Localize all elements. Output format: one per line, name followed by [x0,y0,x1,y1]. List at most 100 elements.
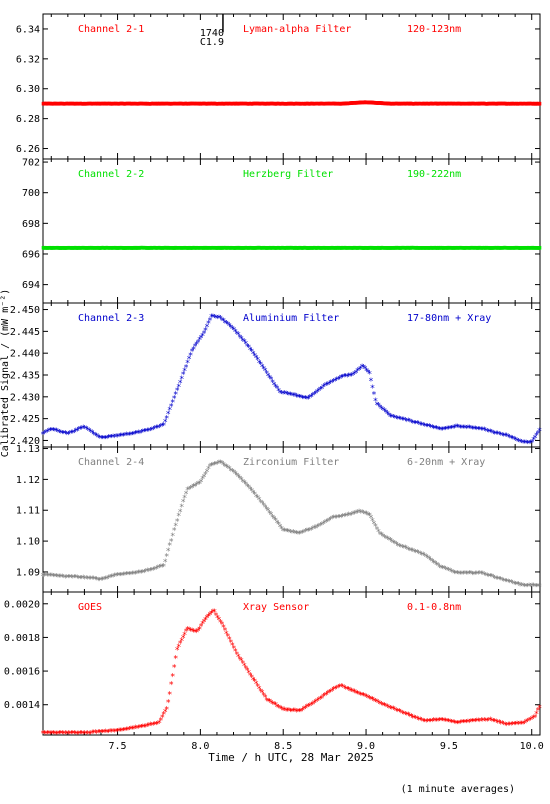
data-point: * [410,714,415,724]
data-point: * [455,570,460,580]
data-point: * [91,430,96,440]
data-point: * [333,377,338,387]
data-point: * [273,701,278,711]
data-point: * [395,542,400,552]
data-point: * [419,551,424,561]
data-point: * [403,544,408,554]
data-point: * [500,431,505,441]
data-point: * [418,550,423,560]
data-point: * [370,384,375,394]
data-point: * [81,574,86,584]
footnote: (1 minute averages) [401,784,515,795]
data-point: * [449,424,454,434]
data-point: * [383,702,388,712]
data-point: * [254,680,259,690]
data-point: * [501,432,506,442]
data-point: * [197,625,202,635]
data-point: * [362,692,367,702]
data-point: * [517,720,522,730]
data-point: * [529,582,534,592]
data-point: * [233,470,238,480]
data-point: * [255,494,260,504]
data-point: * [531,436,536,446]
data-point: * [327,380,332,390]
data-point: * [522,583,527,593]
data-point: * [318,521,323,531]
data-point: * [309,701,314,711]
data-point: * [78,730,83,740]
data-point: * [310,525,315,535]
data-point: * [273,517,278,527]
data-point: * [57,573,62,583]
data-point: * [155,424,160,434]
data-point: * [271,515,276,525]
y-tick-label: 2.435 [10,371,40,382]
data-point: * [176,643,181,653]
data-point: * [262,367,267,377]
data-point: * [473,717,478,727]
data-point: * [510,580,515,590]
data-point: * [304,395,309,405]
data-point: * [119,432,124,442]
data-point: * [124,431,129,441]
data-point: * [307,702,312,712]
data-point: * [139,429,144,439]
flare-marker: 1740 C1.9 [200,14,224,48]
data-point: * [107,574,112,584]
data-point: * [280,527,285,537]
data-point: * [85,426,90,436]
data-point: * [270,378,275,388]
panel-channel-label: Channel 2-1 [78,24,144,35]
data-point: * [58,729,63,739]
data-point: * [471,718,476,728]
data-point: * [315,697,320,707]
data-point: * [49,730,54,740]
data-point: * [462,424,467,434]
data-point: * [298,394,303,404]
data-point: * [498,720,503,730]
y-tick-label: 6.32 [16,54,40,65]
data-point: * [355,509,360,519]
data-point: * [495,575,500,585]
data-point: * [48,427,53,437]
data-point: * [116,571,121,581]
data-point: * [252,352,257,362]
y-tick-label: 2.425 [10,414,40,425]
data-point: * [494,430,499,440]
data-point: * [322,382,327,392]
data-point: * [409,419,414,429]
data-point: * [523,439,528,449]
data-point: * [461,424,466,434]
data-point: * [367,695,372,705]
data-point: * [301,528,306,538]
data-point: * [409,547,414,557]
data-point: * [500,720,505,730]
panel-filter-label: Herzberg Filter [243,169,333,180]
data-point: * [397,542,402,552]
data-point: * [522,439,527,449]
data-point: * [471,570,476,580]
data-point: * [468,424,473,434]
data-point: * [474,717,479,727]
data-point: * [462,570,467,580]
data-point: * [216,314,221,324]
data-point: * [341,512,346,522]
data-point: * [51,426,56,436]
data-point: * [532,582,537,592]
data-point: * [136,724,141,734]
data-point: * [268,376,273,386]
data-point: * [158,423,163,433]
data-point: * [325,381,330,391]
data-point: * [338,683,343,693]
data-point: * [118,572,123,582]
data-point: * [112,433,117,443]
data-point: * [87,575,92,585]
data-point: * [497,719,502,729]
panel-p5: GOES Xray Sensor 0.1-0.8nm 0.0014 0.0016 0.00… [4,591,542,740]
data-point: * [426,423,431,433]
data-point: * [461,719,466,729]
data-point: * [474,570,479,580]
data-point: * [206,612,211,622]
data-point: * [131,725,136,735]
